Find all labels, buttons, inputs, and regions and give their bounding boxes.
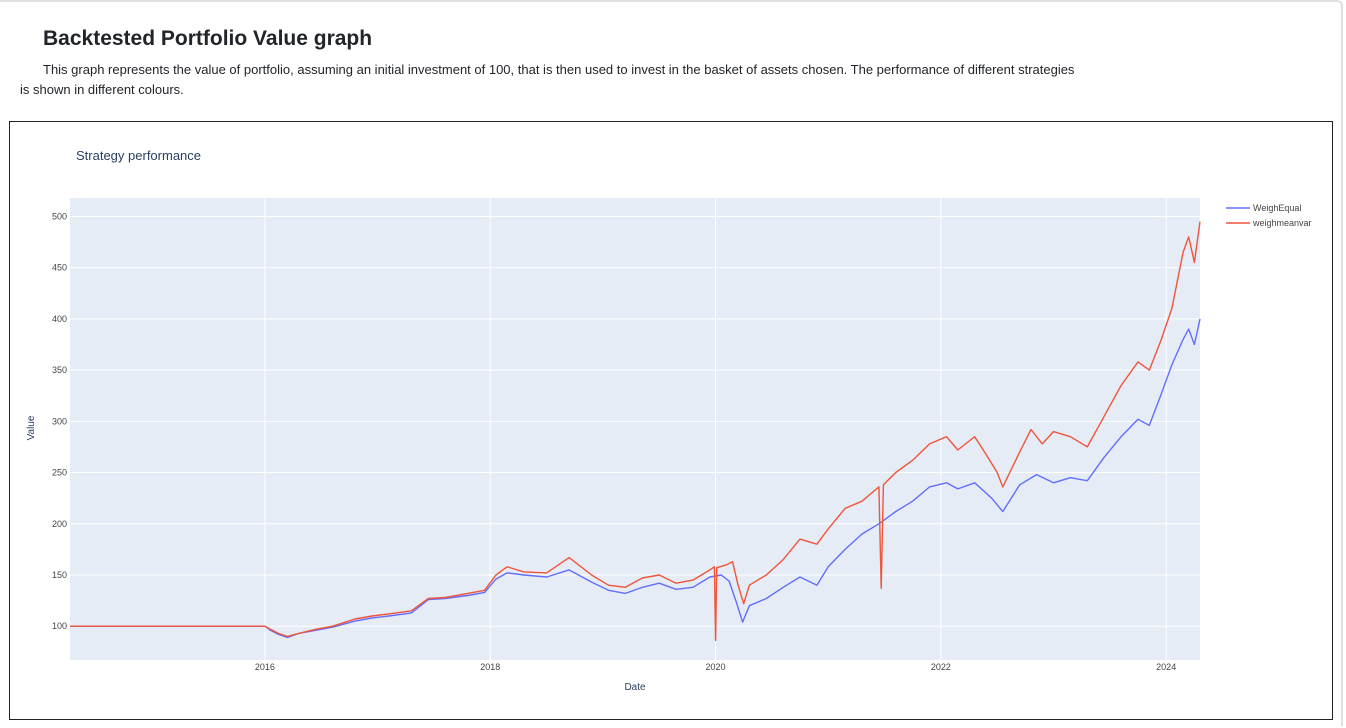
x-tick-label: 2022 — [931, 662, 951, 672]
page-title: Backtested Portfolio Value graph — [43, 27, 373, 50]
y-tick-label: 450 — [52, 263, 67, 273]
legend-label: WeighEqual — [1253, 203, 1301, 213]
y-axis-title: Value — [26, 415, 37, 440]
page-description: This graph represents the value of portf… — [20, 62, 1075, 97]
y-tick-label: 350 — [52, 365, 67, 375]
x-axis-ticks: 2016 2018 2020 2022 2024 — [255, 662, 1176, 672]
series-line-weighequal[interactable] — [70, 318, 1201, 639]
legend-item-weighequal[interactable]: WeighEqual — [1226, 203, 1301, 213]
x-tick-label: 2018 — [480, 662, 500, 672]
x-tick-label: 2020 — [706, 662, 726, 672]
legend-item-weighmeanvar[interactable]: weighmeanvar — [1226, 218, 1312, 228]
x-axis-title: Date — [624, 682, 646, 693]
y-axis-ticks: 100 150 200 250 300 350 400 450 500 — [52, 211, 67, 631]
y-tick-label: 200 — [52, 519, 67, 529]
series-line-weighmeanvar[interactable] — [70, 221, 1201, 642]
plot-area[interactable] — [70, 198, 1200, 660]
y-tick-label: 250 — [52, 468, 67, 478]
y-tick-label: 150 — [52, 570, 67, 580]
x-tick-label: 2016 — [255, 662, 275, 672]
y-tick-label: 300 — [52, 416, 67, 426]
chart-title: Strategy performance — [76, 148, 201, 163]
y-tick-label: 500 — [52, 211, 67, 221]
line-chart[interactable]: Strategy performance 2016 2018 2020 2022 202… — [10, 122, 1332, 719]
y-tick-label: 100 — [52, 621, 67, 631]
series-lines — [70, 221, 1201, 642]
y-tick-label: 400 — [52, 314, 67, 324]
x-tick-label: 2024 — [1156, 662, 1176, 672]
grid-lines — [70, 198, 1200, 660]
legend-label: weighmeanvar — [1252, 218, 1312, 228]
chart-container[interactable]: Strategy performance 2016 2018 2020 2022 202… — [9, 121, 1333, 720]
legend[interactable]: WeighEqual weighmeanvar — [1226, 203, 1312, 228]
